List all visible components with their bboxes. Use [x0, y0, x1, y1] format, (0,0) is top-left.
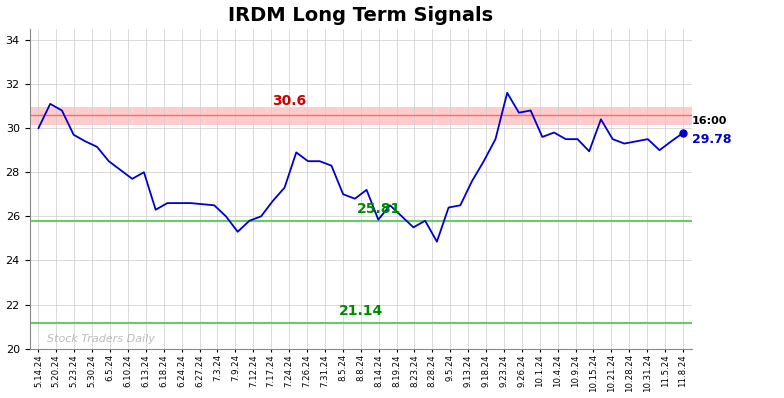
- Text: 21.14: 21.14: [339, 304, 383, 318]
- Text: 29.78: 29.78: [692, 133, 731, 146]
- Bar: [30, 107, 692, 125]
- Text: Stock Traders Daily: Stock Traders Daily: [47, 334, 155, 344]
- Title: IRDM Long Term Signals: IRDM Long Term Signals: [228, 6, 493, 25]
- Point: [677, 130, 689, 136]
- Text: 16:00: 16:00: [692, 116, 728, 126]
- Text: 30.6: 30.6: [272, 94, 307, 108]
- Text: 25.81: 25.81: [357, 202, 401, 216]
